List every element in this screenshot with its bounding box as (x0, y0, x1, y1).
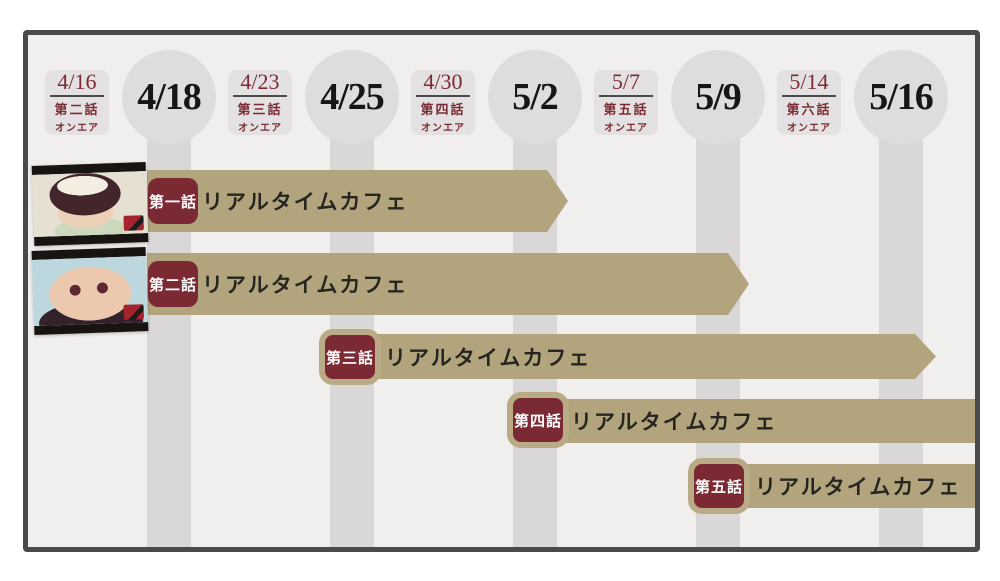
cafe-date: 4/18 (137, 76, 202, 118)
cafe-date: 4/25 (320, 76, 385, 118)
cafe-date: 5/9 (695, 76, 742, 118)
cafe-date-circle: 5/2 (488, 50, 582, 144)
schedule-bar-ep3: リアルタイムカフェ (328, 334, 936, 379)
cafe-date: 5/2 (512, 76, 559, 118)
onair-status: オンエア (604, 122, 648, 134)
cafe-date: 5/16 (869, 76, 934, 118)
cafe-date-circle: 4/25 (305, 50, 399, 144)
onair-episode: 第二話 (54, 101, 100, 117)
episode-chip-ep1: 第一話 (148, 178, 198, 224)
onair-status: オンエア (55, 122, 99, 134)
bar-label: リアルタイムカフェ (571, 410, 778, 434)
kimetsu-logo-icon (123, 304, 145, 320)
cafe-date-circle: 5/16 (854, 50, 948, 144)
onair-badge: 4/30 第四話 オンエア (411, 70, 475, 135)
kimetsu-logo-icon (123, 215, 144, 231)
onair-badge: 4/23 第三話 オンエア (228, 70, 292, 135)
onair-status: オンエア (421, 122, 465, 134)
onair-date: 5/14 (781, 70, 837, 97)
onair-badge: 4/16 第二話 オンエア (45, 70, 109, 135)
schedule-bar-ep2: リアルタイムカフェ (147, 253, 749, 315)
onair-date: 4/30 (415, 70, 471, 97)
onair-status: オンエア (238, 122, 282, 134)
bar-label: リアルタイムカフェ (755, 475, 962, 499)
timeline-column (513, 100, 557, 547)
chip-label: 第四話 (513, 412, 562, 430)
onair-badge: 5/14 第六話 オンエア (777, 70, 841, 135)
timeline-column (147, 100, 191, 547)
episode-1-thumbnail (31, 162, 149, 246)
episode-chip-ep5: 第五話 (688, 458, 750, 514)
episode-2-thumbnail (31, 247, 149, 335)
onair-episode: 第四話 (420, 101, 466, 117)
bar-label: リアルタイムカフェ (202, 273, 409, 297)
episode-2-scene-art (31, 256, 149, 326)
episode-1-scene-art (31, 171, 149, 237)
schedule-bar-ep1: リアルタイムカフェ (147, 170, 568, 232)
timeline-frame: 4/18 4/25 5/2 5/9 5/16 4/16 第二話 オンエア 4/2… (23, 30, 980, 552)
episode-chip-ep4: 第四話 (507, 392, 569, 448)
episode-chip-ep2: 第二話 (148, 261, 198, 307)
chip-label: 第五話 (694, 478, 743, 496)
bar-label: リアルタイムカフェ (202, 190, 409, 214)
episode-chip-ep3: 第三話 (319, 329, 381, 385)
cafe-date-circle: 5/9 (671, 50, 765, 144)
onair-episode: 第六話 (786, 101, 832, 117)
onair-status: オンエア (787, 122, 831, 134)
chip-label: 第三話 (325, 349, 374, 367)
onair-date: 5/7 (598, 70, 654, 97)
onair-episode: 第五話 (603, 101, 649, 117)
chip-label: 第二話 (148, 276, 197, 294)
timeline-column (330, 100, 374, 547)
cafe-date-circle: 4/18 (122, 50, 216, 144)
bar-label: リアルタイムカフェ (385, 345, 592, 370)
onair-date: 4/23 (232, 70, 288, 97)
schedule-bar-ep4: リアルタイムカフェ (524, 399, 975, 443)
onair-episode: 第三話 (237, 101, 283, 117)
onair-badge: 5/7 第五話 オンエア (594, 70, 658, 135)
chip-label: 第一話 (148, 193, 197, 211)
onair-date: 4/16 (49, 70, 105, 97)
